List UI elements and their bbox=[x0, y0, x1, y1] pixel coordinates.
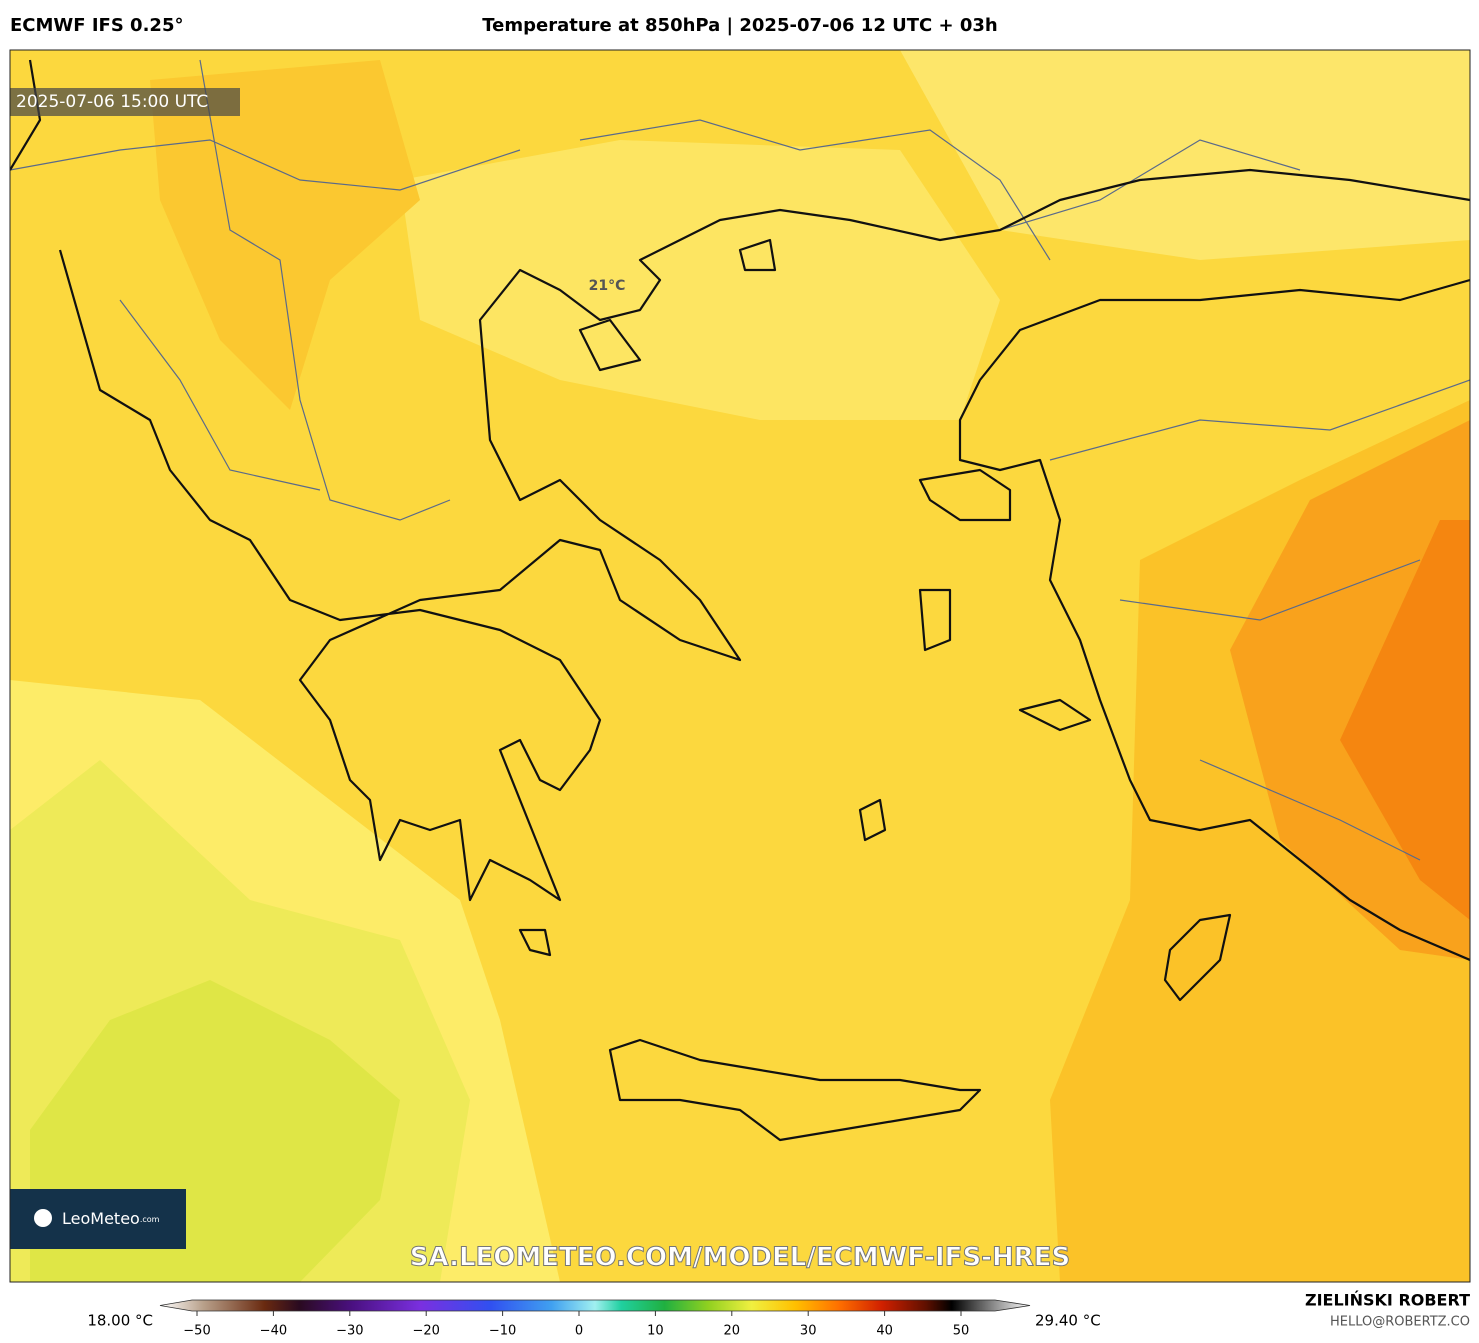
coast-islands bbox=[518, 238, 1092, 957]
map: 2025-07-06 15:00 UTC 21°C LeoMeteo.com S… bbox=[10, 50, 1470, 1282]
logo-name: LeoMeteo bbox=[62, 1209, 140, 1228]
time-box bbox=[10, 88, 240, 116]
coast-mainland bbox=[10, 59, 1470, 902]
logo-suffix: .com bbox=[140, 1215, 160, 1224]
email: HELLO@ROBERTZ.CO bbox=[1330, 1315, 1470, 1330]
colorbar-tick-label: 30 bbox=[800, 1324, 817, 1339]
field-orange-nw bbox=[150, 60, 420, 410]
colorbar-tick-label: 20 bbox=[724, 1324, 741, 1339]
colorbar-tick-label: 40 bbox=[876, 1324, 893, 1339]
watermark: SA.LEOMETEO.COM/MODEL/ECMWF-IFS-HRES bbox=[410, 1243, 1070, 1273]
colorbar-min: 18.00 °C bbox=[87, 1312, 153, 1330]
valid-time: 2025-07-06 15:00 UTC bbox=[16, 92, 208, 112]
colorbar-tick-label: −50 bbox=[183, 1324, 210, 1339]
colorbar-tick-label: −30 bbox=[336, 1324, 363, 1339]
field-light-ne bbox=[900, 50, 1470, 260]
colorbar-ramp bbox=[159, 1299, 1031, 1312]
colorbar-tick-label: −40 bbox=[260, 1324, 287, 1339]
logo-text: LeoMeteo.com bbox=[62, 1209, 160, 1228]
coast-rhodes bbox=[1163, 913, 1232, 1002]
colorbar-tick-label: 50 bbox=[953, 1324, 970, 1339]
map-frame bbox=[9, 49, 1471, 1283]
colorbar-max: 29.40 °C bbox=[1035, 1312, 1101, 1330]
colorbar-tick-label: 0 bbox=[575, 1324, 583, 1339]
logo-sun bbox=[34, 1209, 52, 1227]
colorbar-tick-label: −20 bbox=[412, 1324, 439, 1339]
borders bbox=[10, 59, 1470, 861]
author: ZIELIŃSKI ROBERT bbox=[1305, 1291, 1470, 1310]
colorbar-tick-label: −10 bbox=[489, 1324, 516, 1339]
temperature-label: 21°C bbox=[589, 278, 626, 294]
field-light-north bbox=[400, 140, 1000, 420]
coast-anatolia bbox=[958, 278, 1470, 962]
colorbar-tick-label: 10 bbox=[647, 1324, 664, 1339]
field-red bbox=[1340, 520, 1470, 920]
map-title: Temperature at 850hPa | 2025-07-06 12 UT… bbox=[482, 15, 997, 36]
colorbar: 18.00 °C 29.40 °C −50 −40 −30 −20 −10 0 10 20 30… bbox=[87, 1299, 1101, 1339]
coast-crete bbox=[608, 1038, 982, 1142]
model-name: ECMWF IFS 0.25° bbox=[10, 15, 183, 36]
